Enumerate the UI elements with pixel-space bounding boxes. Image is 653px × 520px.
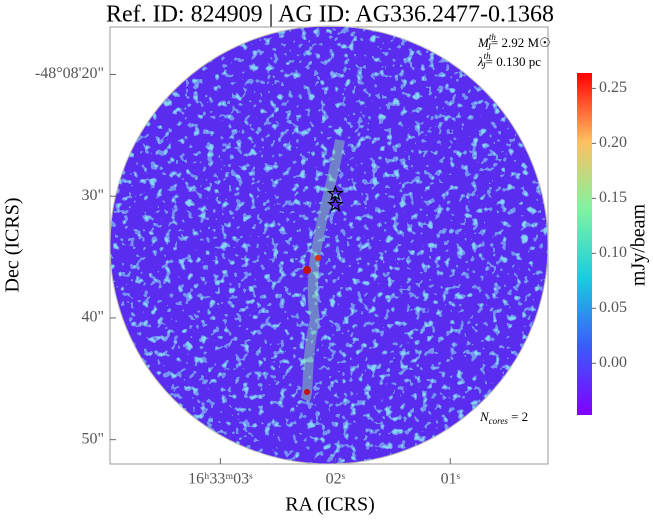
annotation-part: λ xyxy=(477,54,484,69)
y-tick-label: -48°08'20" xyxy=(35,65,104,82)
annotation-part: th xyxy=(484,51,492,61)
colorbar-tick-label: 0.00 xyxy=(599,354,627,371)
annotation-part: N xyxy=(479,409,490,424)
colorbar-tick-label: 0.25 xyxy=(599,79,627,96)
colorbar-tick-label: 0.15 xyxy=(599,189,627,206)
colorbar-tick-label: 0.20 xyxy=(599,134,627,151)
colorbar-tick-label: 0.05 xyxy=(599,299,627,316)
annotation-part: J xyxy=(482,61,487,71)
y-tick-label: 30" xyxy=(81,187,104,204)
y-tick-label: 40" xyxy=(81,309,104,326)
annotation-part: th xyxy=(489,32,497,42)
colorbar-tick-label: 0.10 xyxy=(599,244,627,261)
annotation-part: cores xyxy=(489,416,509,426)
x-tick-label: 16ʰ33ᵐ03ˢ xyxy=(188,471,253,488)
colorbar xyxy=(577,73,592,415)
core-marker xyxy=(326,195,344,212)
annotation-part: = 0.130 pc xyxy=(486,54,542,69)
annotation-part: = 2 xyxy=(508,409,528,424)
annotation: Mth J= 2.92 M☉ xyxy=(477,32,551,52)
colorbar-label: mJy/beam xyxy=(628,203,650,286)
x-axis-label: RA (ICRS) xyxy=(285,494,374,516)
intensity-map xyxy=(110,27,548,464)
y-tick-label: 50" xyxy=(81,430,104,447)
annotation: λth J= 0.130 pc xyxy=(477,51,541,71)
field-edge xyxy=(109,25,549,465)
annotation: Ncores = 2 xyxy=(479,409,528,426)
annotation-part: M xyxy=(477,35,490,50)
annotation-part: J xyxy=(487,42,492,52)
x-tick-label: 02ˢ xyxy=(326,471,346,488)
x-tick-label: 01ˢ xyxy=(441,471,461,488)
y-axis-label: Dec (ICRS) xyxy=(2,198,24,293)
annotation-part: = 2.92 M☉ xyxy=(491,35,551,50)
chart-title: Ref. ID: 824909 | AG ID: AG336.2477-0.13… xyxy=(106,2,554,28)
